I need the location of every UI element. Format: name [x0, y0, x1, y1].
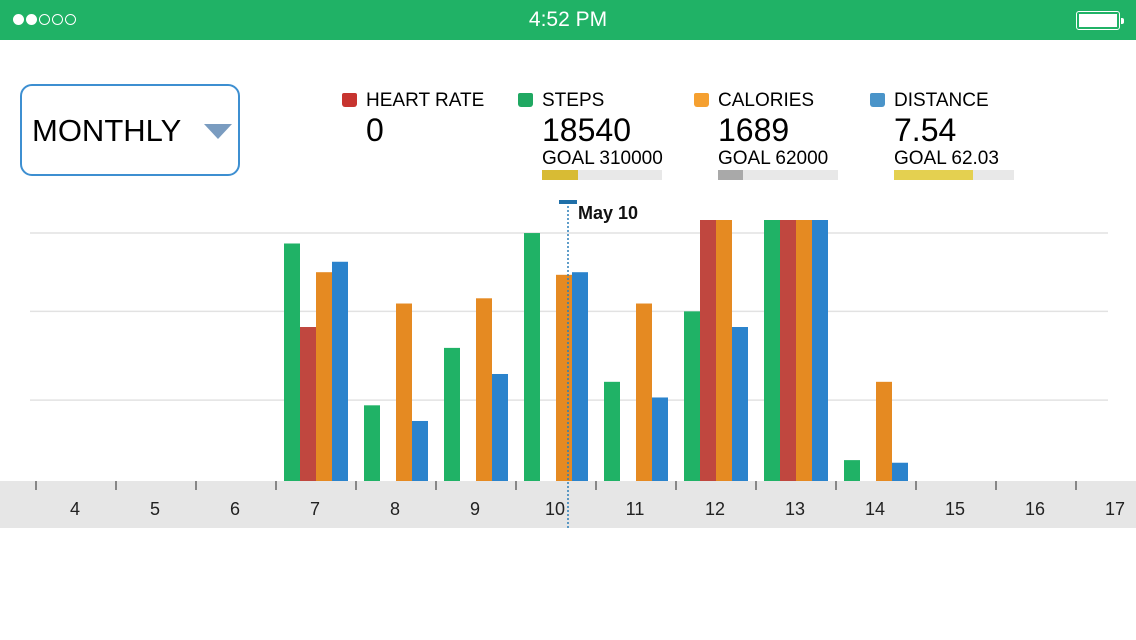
bar-steps [844, 460, 860, 481]
battery-icon [1076, 11, 1124, 30]
signal-dot [52, 14, 63, 25]
bar-heart-rate [700, 220, 716, 481]
bar-distance [492, 373, 508, 481]
bar-steps [444, 347, 460, 481]
bar-distance [412, 420, 428, 481]
x-tick-label: 15 [945, 499, 965, 519]
calories-legend-icon [694, 93, 709, 107]
x-axis-band [0, 481, 1136, 528]
bar-steps [284, 243, 300, 481]
x-tick-label: 12 [705, 499, 725, 519]
signal-strength-icon [13, 14, 76, 25]
x-tick-label: 4 [70, 499, 80, 519]
steps-legend-icon [518, 93, 533, 107]
bar-distance [572, 272, 588, 481]
bar-calories [796, 220, 812, 481]
x-tick-label: 16 [1025, 499, 1045, 519]
goal-progress-bar [894, 170, 1014, 180]
signal-dot [26, 14, 37, 25]
period-dropdown-label: MONTHLY [32, 113, 182, 148]
x-tick-label: 10 [545, 499, 565, 519]
bar-distance [892, 462, 908, 481]
x-tick-label: 7 [310, 499, 320, 519]
chevron-down-icon [204, 124, 232, 139]
metric-name: HEART RATE [366, 90, 485, 111]
goal-progress-bar [718, 170, 838, 180]
date-cursor-handle[interactable] [559, 200, 577, 204]
bar-calories [876, 381, 892, 481]
bar-steps [364, 405, 380, 481]
date-cursor-label: May 10 [578, 203, 638, 223]
x-tick-label: 5 [150, 499, 160, 519]
distance-legend-icon [870, 93, 885, 107]
metric-name: DISTANCE [894, 90, 989, 111]
x-tick-label: 11 [626, 499, 645, 519]
metric-goal: GOAL 62.03 [894, 148, 999, 169]
bar-calories [396, 303, 412, 481]
x-tick-label: 8 [390, 499, 400, 519]
metric-goal: GOAL 62000 [718, 148, 829, 169]
bar-heart-rate [780, 220, 796, 481]
bar-steps [684, 311, 700, 481]
x-tick-label: 14 [865, 499, 885, 519]
bar-steps [604, 381, 620, 481]
bar-distance [812, 220, 828, 481]
bar-steps [524, 233, 540, 481]
signal-dot [13, 14, 24, 25]
metric-value: 1689 [718, 112, 790, 148]
metric-value: 7.54 [894, 112, 957, 148]
x-tick-label: 6 [230, 499, 240, 519]
metric-name: STEPS [542, 90, 605, 111]
x-tick-label: 9 [470, 499, 480, 519]
heart-rate-legend-icon [342, 93, 357, 107]
bar-calories [636, 303, 652, 481]
status-time: 4:52 PM [528, 8, 608, 31]
x-tick-label: 13 [785, 499, 805, 519]
metric-name: CALORIES [718, 90, 815, 111]
bar-distance [652, 397, 668, 481]
metric-value: 0 [366, 112, 384, 148]
signal-dot [65, 14, 76, 25]
bar-calories [316, 272, 332, 481]
bar-calories [556, 274, 572, 481]
period-dropdown[interactable]: MONTHLY [20, 84, 240, 176]
bar-calories [476, 298, 492, 481]
signal-dot [39, 14, 50, 25]
bar-distance [332, 261, 348, 481]
goal-progress-bar [542, 170, 662, 180]
status-bar: 4:52 PM [0, 0, 1136, 40]
bar-heart-rate [300, 327, 316, 481]
bar-calories [716, 220, 732, 481]
metric-goal: GOAL 310000 [542, 148, 663, 169]
bar-distance [732, 327, 748, 481]
activity-bar-chart[interactable]: 4 5 6 7 8 9 10 11 12 13 14 15 16 17 May 10 [0, 195, 1136, 535]
bar-steps [764, 220, 780, 481]
x-tick-label: 17 [1105, 499, 1125, 519]
metric-value: 18540 [542, 112, 631, 148]
